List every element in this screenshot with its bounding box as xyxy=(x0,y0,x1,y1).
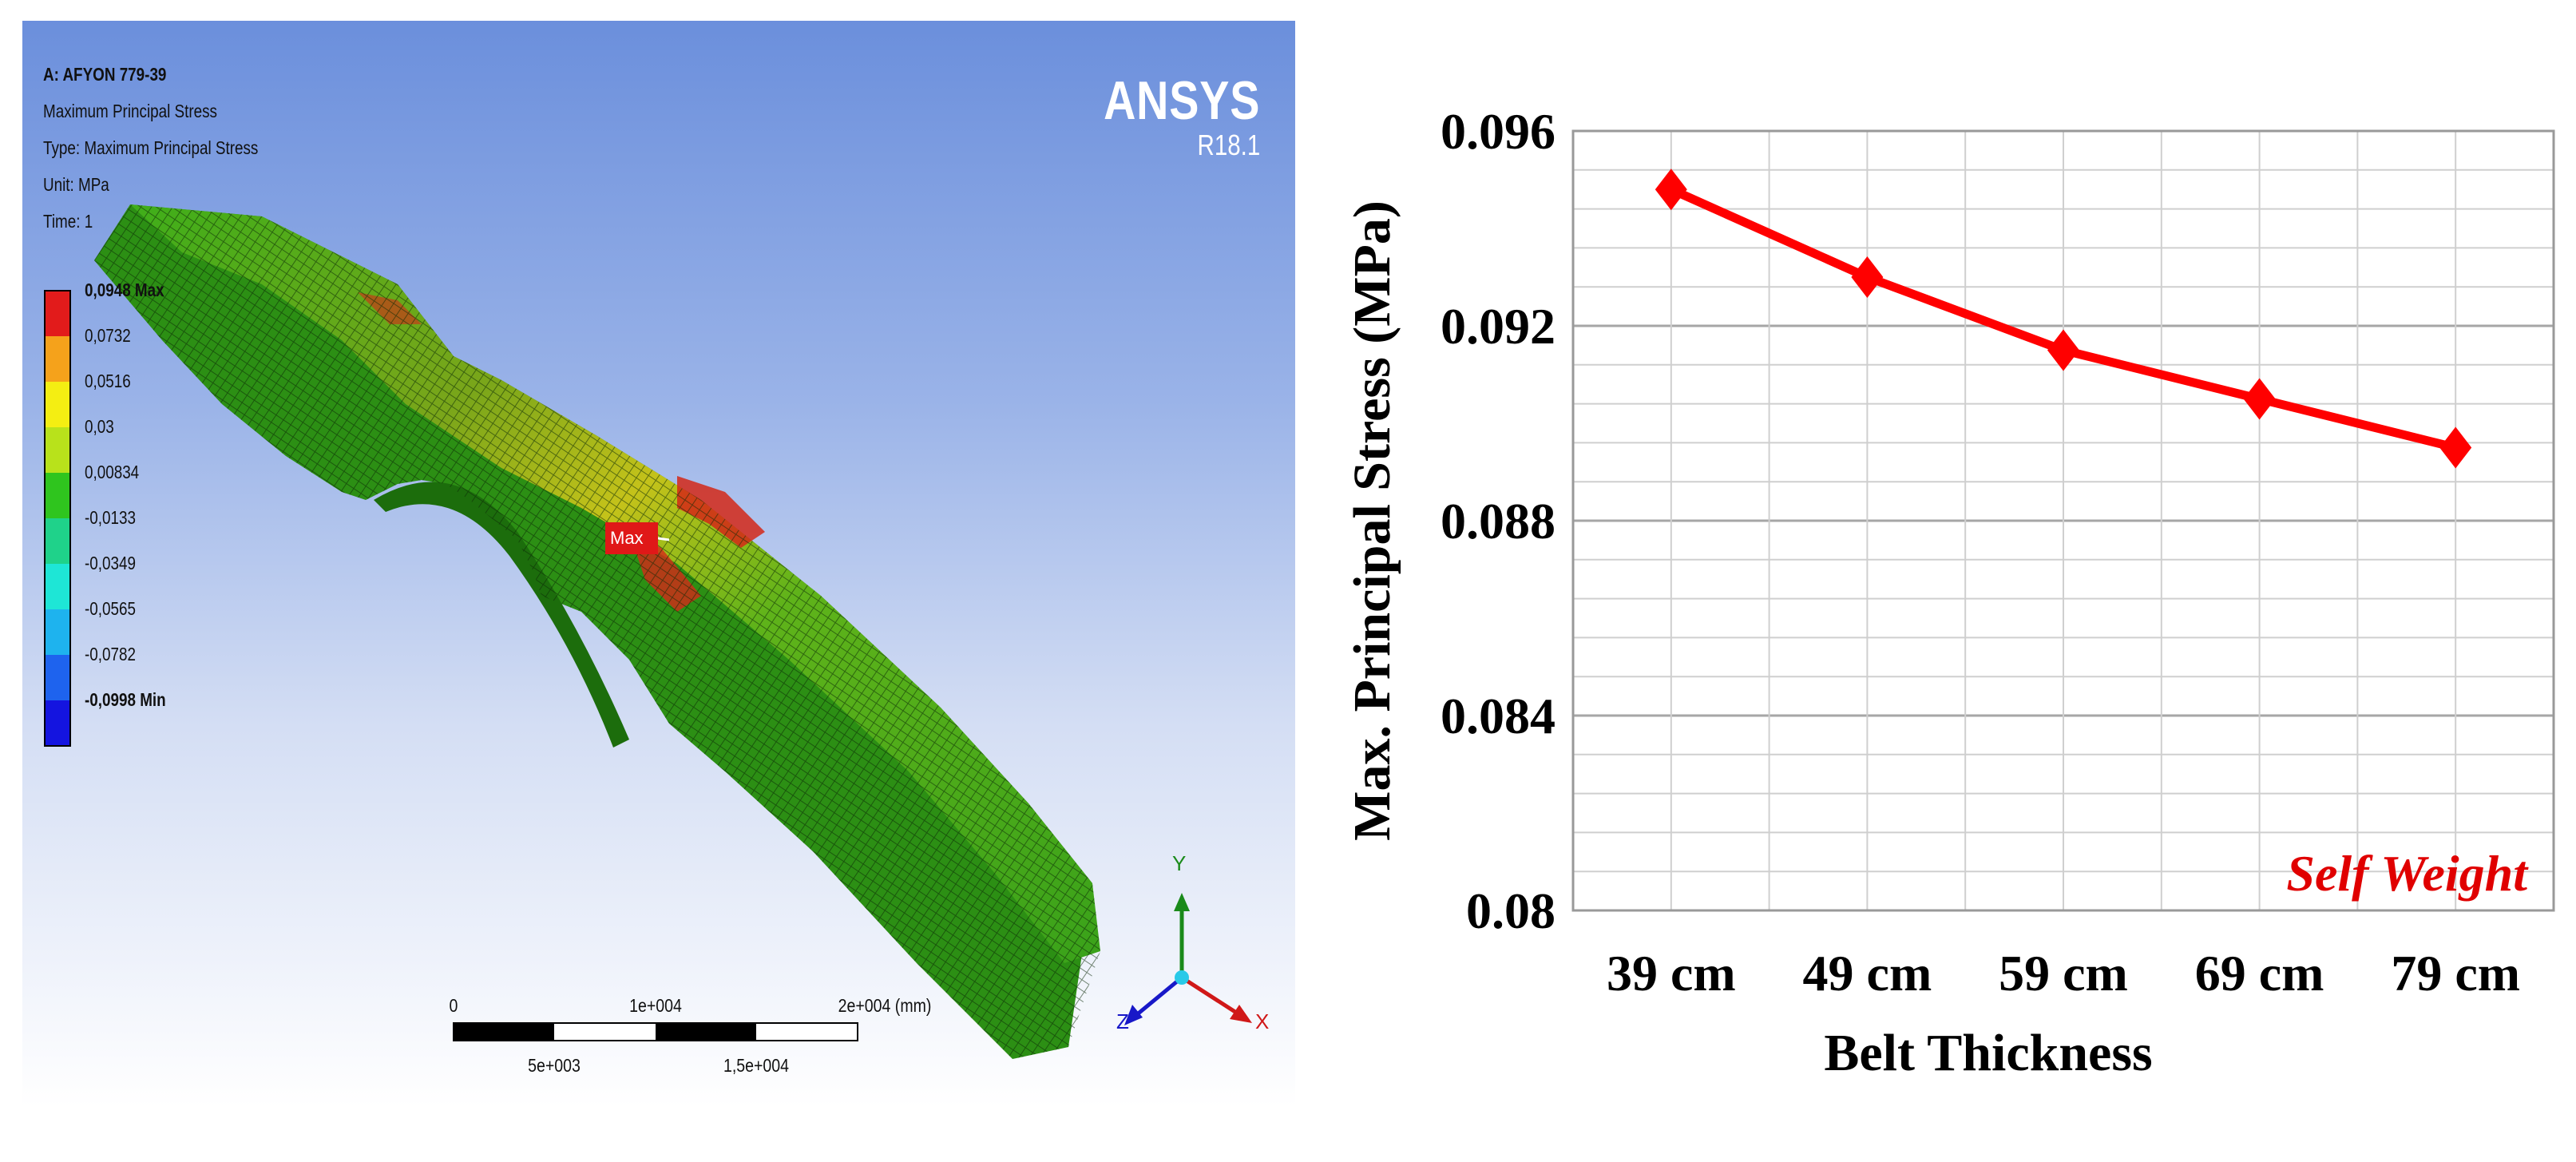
y-tick-label: 0.096 xyxy=(1441,103,1556,160)
stress-line-chart: 0.08 0.084 0.088 0.092 0.096 39 cm 49 cm 59 cm… xyxy=(1343,103,2555,1082)
x-tick-label: 39 cm xyxy=(1607,945,1736,1001)
legend-swatch xyxy=(45,564,70,609)
scale-label-0: 0 xyxy=(449,995,458,1016)
legend-swatch xyxy=(45,518,70,564)
y-tick-label: 0.084 xyxy=(1441,688,1556,744)
legend-label: 0,0948 Max xyxy=(85,280,164,300)
fea-model-graphic xyxy=(44,204,1252,1059)
legend-label: 0,0732 xyxy=(85,325,131,346)
x-tick-labels: 39 cm 49 cm 59 cm 69 cm 79 cm xyxy=(1607,945,2520,1001)
scale-label-5e3: 5e+003 xyxy=(528,1055,581,1076)
result-type: Type: Maximum Principal Stress xyxy=(43,137,259,158)
max-probe-label: Max xyxy=(605,522,658,554)
x-axis-label: Belt Thickness xyxy=(1824,1024,2152,1082)
fea-result-view: A: AFYON 779-39 Maximum Principal Stress… xyxy=(22,21,1295,1107)
legend-swatch xyxy=(45,700,70,746)
legend-outline xyxy=(44,290,71,747)
logo-version: R18.1 xyxy=(1197,129,1260,161)
legend-label: 0,00834 xyxy=(85,462,140,482)
result-time: Time: 1 xyxy=(43,211,93,232)
legend-label: -0,0782 xyxy=(85,644,136,664)
scale-bar xyxy=(453,1022,858,1041)
y-tick-label: 0.088 xyxy=(1441,493,1556,549)
plot-grid xyxy=(1572,129,2554,912)
data-point-marker xyxy=(2243,378,2276,420)
legend-swatch xyxy=(45,382,70,427)
legend-swatch xyxy=(45,291,70,336)
data-point-marker xyxy=(1851,256,1884,298)
coordinate-triad xyxy=(1124,893,1252,1025)
legend-label: -0,0349 xyxy=(85,553,136,573)
y-tick-label: 0.092 xyxy=(1441,298,1556,355)
legend-swatch xyxy=(45,336,70,382)
x-tick-label: 79 cm xyxy=(2391,945,2520,1001)
legend-label: 0,0516 xyxy=(85,371,131,391)
self-weight-annotation: Self Weight xyxy=(2286,845,2529,902)
triad-z-label: Z xyxy=(1116,1009,1129,1033)
result-name: Maximum Principal Stress xyxy=(43,101,217,121)
legend-label: -0,0998 Min xyxy=(85,689,166,710)
legend-label: 0,03 xyxy=(85,416,114,437)
plot-area-border xyxy=(1571,129,2555,912)
triad-y-label: Y xyxy=(1172,851,1187,875)
x-tick-label: 59 cm xyxy=(1999,945,2128,1001)
x-tick-label: 49 cm xyxy=(1803,945,1932,1001)
legend-label: -0,0133 xyxy=(85,507,136,528)
y-tick-label: 0.08 xyxy=(1466,882,1556,939)
y-tick-labels: 0.08 0.084 0.088 0.092 0.096 xyxy=(1441,103,1556,939)
legend-colorbar xyxy=(44,290,71,747)
legend-label: -0,0565 xyxy=(85,598,136,619)
stress-hotspot xyxy=(677,476,765,548)
data-point-marker xyxy=(2439,426,2472,469)
legend-swatch xyxy=(45,427,70,473)
scale-label-1e4: 1e+004 xyxy=(629,995,682,1016)
y-axis-label: Max. Principal Stress (MPa) xyxy=(1343,200,1401,841)
data-point-marker xyxy=(1655,169,1687,211)
ansys-logo: ANSYS R18.1 xyxy=(1069,72,1260,161)
legend-swatch xyxy=(45,473,70,518)
legend-swatch xyxy=(45,655,70,700)
legend-swatch xyxy=(45,609,70,655)
scale-label-2e4: 2e+004 (mm) xyxy=(838,995,932,1016)
x-tick-label: 69 cm xyxy=(2195,945,2324,1001)
scale-label-1-5e4: 1,5e+004 xyxy=(723,1055,790,1076)
logo-name: ANSYS xyxy=(1103,70,1260,131)
series-markers xyxy=(1655,169,2472,469)
analysis-title: A: AFYON 779-39 xyxy=(43,64,167,85)
model-arch xyxy=(374,482,629,748)
triad-x-label: X xyxy=(1255,1009,1270,1033)
data-point-marker xyxy=(2047,329,2079,371)
result-unit: Unit: MPa xyxy=(43,174,109,195)
